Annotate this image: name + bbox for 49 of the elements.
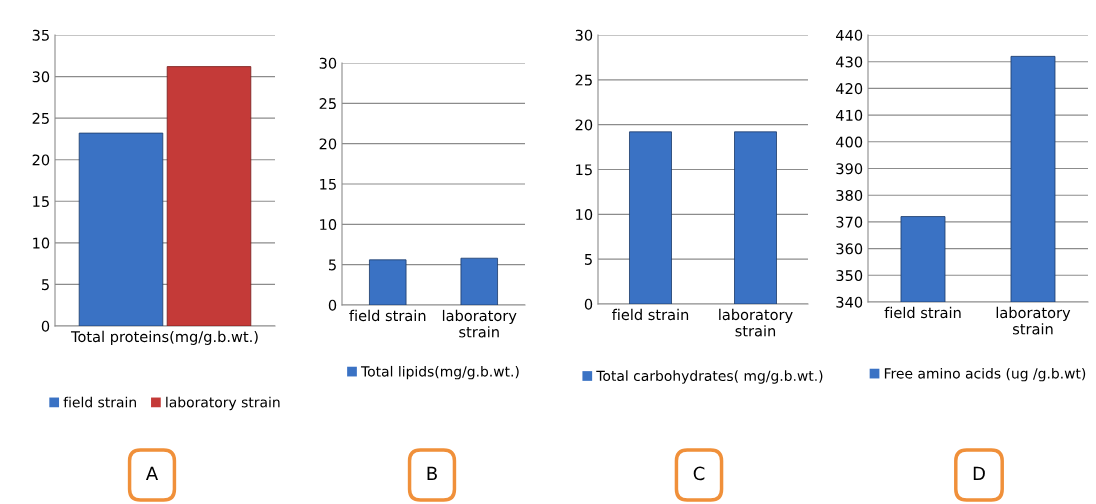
y-tick-label: 20 bbox=[32, 154, 50, 166]
x-tick-label: Total proteins(mg/g.b.wt.) bbox=[70, 330, 258, 345]
y-tick-label: 440 bbox=[836, 29, 863, 41]
y-tick-label: 30 bbox=[319, 57, 337, 69]
legend-label: Free amino acids (ug /g.b.wt) bbox=[884, 367, 1086, 382]
x-tick-label: laboratory strain bbox=[996, 306, 1071, 335]
legend-label: field strain bbox=[63, 396, 136, 408]
y-tick-label: 380 bbox=[836, 189, 863, 201]
y-tick-label: 15 bbox=[320, 178, 336, 190]
y-tick-label: 350 bbox=[836, 270, 863, 282]
y-tick-label: 370 bbox=[836, 216, 863, 228]
y-tick-label: 0 bbox=[41, 320, 50, 332]
y-tick-label: 35 bbox=[32, 29, 49, 41]
y-tick-label: 30 bbox=[575, 29, 593, 41]
legend-label: Total carbohydrates( mg/g.b.wt.) bbox=[596, 370, 823, 384]
x-tick-label: laboratory strain bbox=[719, 308, 793, 337]
legend-label: Total lipids(mg/g.b.wt.) bbox=[360, 365, 519, 380]
y-tick-label: 30 bbox=[32, 71, 50, 83]
y-tick-label: 25 bbox=[575, 74, 592, 86]
x-tick-label: field strain bbox=[884, 306, 961, 319]
y-tick-label: 20 bbox=[575, 119, 593, 131]
y-tick-label: 420 bbox=[836, 83, 863, 95]
y-tick-label: 5 bbox=[328, 259, 336, 271]
y-tick-label: 25 bbox=[32, 112, 49, 124]
y-tick-label: 10 bbox=[320, 219, 337, 231]
y-tick-label: 15 bbox=[33, 196, 49, 208]
y-tick-label: 25 bbox=[319, 98, 336, 110]
y-tick-label: 10 bbox=[576, 209, 593, 221]
text: A bbox=[145, 466, 159, 480]
y-tick-label: 0 bbox=[328, 299, 337, 311]
y-tick-label: 390 bbox=[836, 163, 863, 175]
y-tick-label: 400 bbox=[836, 136, 863, 148]
y-tick-label: 430 bbox=[836, 56, 863, 68]
x-tick-label: field strain bbox=[349, 309, 426, 322]
text: B bbox=[427, 466, 437, 480]
y-tick-label: 20 bbox=[319, 138, 337, 150]
y-tick-label: 15 bbox=[576, 164, 592, 176]
legend-label: laboratory strain bbox=[166, 396, 280, 411]
y-tick-label: 410 bbox=[836, 109, 863, 121]
y-tick-label: 10 bbox=[33, 237, 50, 249]
text: D bbox=[973, 466, 985, 480]
text: C bbox=[693, 466, 705, 481]
y-tick-label: 340 bbox=[836, 296, 863, 308]
y-tick-label: 360 bbox=[836, 243, 863, 255]
y-tick-label: 0 bbox=[584, 298, 593, 310]
x-tick-label: field strain bbox=[612, 308, 689, 321]
x-tick-label: laboratory strain bbox=[442, 309, 517, 338]
y-tick-label: 5 bbox=[41, 279, 49, 291]
y-tick-label: 5 bbox=[584, 254, 592, 265]
